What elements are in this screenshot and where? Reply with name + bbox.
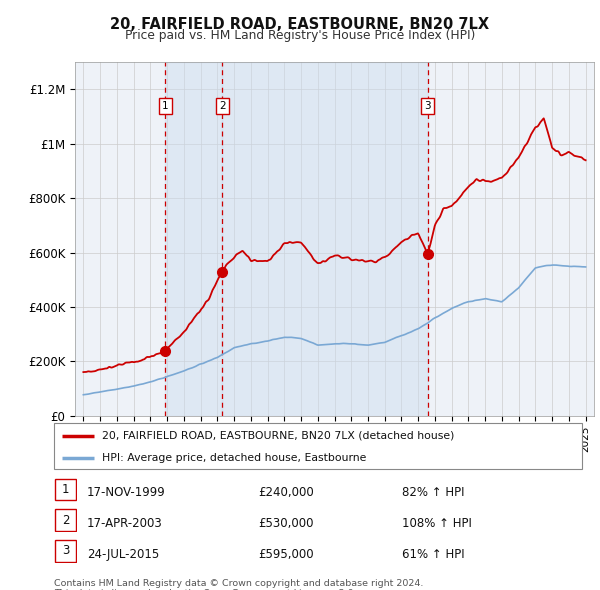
Bar <box>165 62 222 416</box>
Text: 20, FAIRFIELD ROAD, EASTBOURNE, BN20 7LX: 20, FAIRFIELD ROAD, EASTBOURNE, BN20 7LX <box>110 17 490 31</box>
FancyBboxPatch shape <box>55 540 76 562</box>
Text: 61% ↑ HPI: 61% ↑ HPI <box>402 548 464 560</box>
FancyBboxPatch shape <box>55 478 76 500</box>
Text: Contains HM Land Registry data © Crown copyright and database right 2024.
This d: Contains HM Land Registry data © Crown c… <box>54 579 424 590</box>
Bar <box>222 62 428 416</box>
Text: 1: 1 <box>62 483 69 496</box>
Text: £530,000: £530,000 <box>258 517 314 530</box>
Text: £595,000: £595,000 <box>258 548 314 560</box>
FancyBboxPatch shape <box>55 509 76 531</box>
Text: 17-NOV-1999: 17-NOV-1999 <box>87 486 166 499</box>
Text: 20, FAIRFIELD ROAD, EASTBOURNE, BN20 7LX (detached house): 20, FAIRFIELD ROAD, EASTBOURNE, BN20 7LX… <box>101 431 454 441</box>
Text: HPI: Average price, detached house, Eastbourne: HPI: Average price, detached house, East… <box>101 453 366 463</box>
Text: 1: 1 <box>162 101 169 111</box>
Text: 2: 2 <box>219 101 226 111</box>
Text: 3: 3 <box>424 101 431 111</box>
Text: 24-JUL-2015: 24-JUL-2015 <box>87 548 159 560</box>
Text: 82% ↑ HPI: 82% ↑ HPI <box>402 486 464 499</box>
Text: Price paid vs. HM Land Registry's House Price Index (HPI): Price paid vs. HM Land Registry's House … <box>125 30 475 42</box>
Text: 108% ↑ HPI: 108% ↑ HPI <box>402 517 472 530</box>
Text: £240,000: £240,000 <box>258 486 314 499</box>
Text: 17-APR-2003: 17-APR-2003 <box>87 517 163 530</box>
Text: 3: 3 <box>62 545 69 558</box>
Text: 2: 2 <box>62 514 69 527</box>
FancyBboxPatch shape <box>54 423 582 469</box>
